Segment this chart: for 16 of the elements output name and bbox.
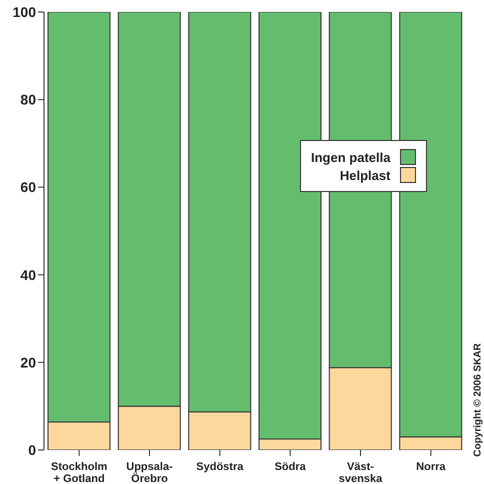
y-tick-label: 100: [12, 4, 36, 20]
y-tick-label: 20: [20, 354, 36, 370]
legend-label: Ingen patella: [311, 150, 390, 164]
x-tick-label: Stockholm + Gotland: [51, 461, 108, 484]
y-tick-label: 60: [20, 179, 36, 196]
text: Copyright © 2006 SKAR: [472, 343, 484, 457]
legend-panel: Ingen patella Helplast: [300, 140, 428, 192]
x-tick-label: Väst- svenska: [338, 461, 384, 484]
y-tick-label: 80: [20, 92, 36, 108]
y-tick-label: 0: [28, 442, 36, 458]
x-tick-label: Södra: [274, 461, 307, 473]
x-tick-label: Uppsala- Örebro: [126, 461, 174, 484]
y-tick-label: 40: [20, 266, 36, 283]
x-tick-label: Norra: [416, 461, 446, 473]
legend-label: Helplast: [340, 168, 390, 182]
x-tick-label: Sydöstra: [196, 461, 244, 473]
